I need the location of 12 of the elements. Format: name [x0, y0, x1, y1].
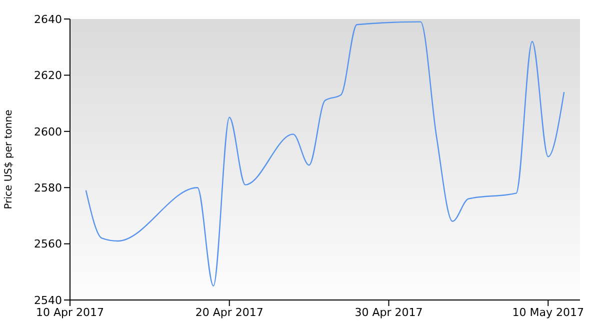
y-tick-label: 2620: [34, 69, 62, 82]
y-tick-label: 2640: [34, 12, 62, 26]
x-tick-label: 20 Apr 2017: [195, 306, 264, 319]
y-tick-label: 2580: [34, 182, 62, 195]
x-tick-label: 30 Apr 2017: [354, 306, 423, 319]
y-tick-label: 2560: [34, 238, 62, 251]
y-axis-title: Price US$ per tonne: [4, 110, 15, 210]
x-tick-label: 10 May 2017: [512, 306, 584, 319]
y-tick-label: 2600: [34, 125, 62, 138]
line-series: [85, 21, 565, 287]
x-tick-label: 10 Apr 2017: [36, 306, 104, 319]
y-tick-label: 2540: [34, 294, 62, 307]
